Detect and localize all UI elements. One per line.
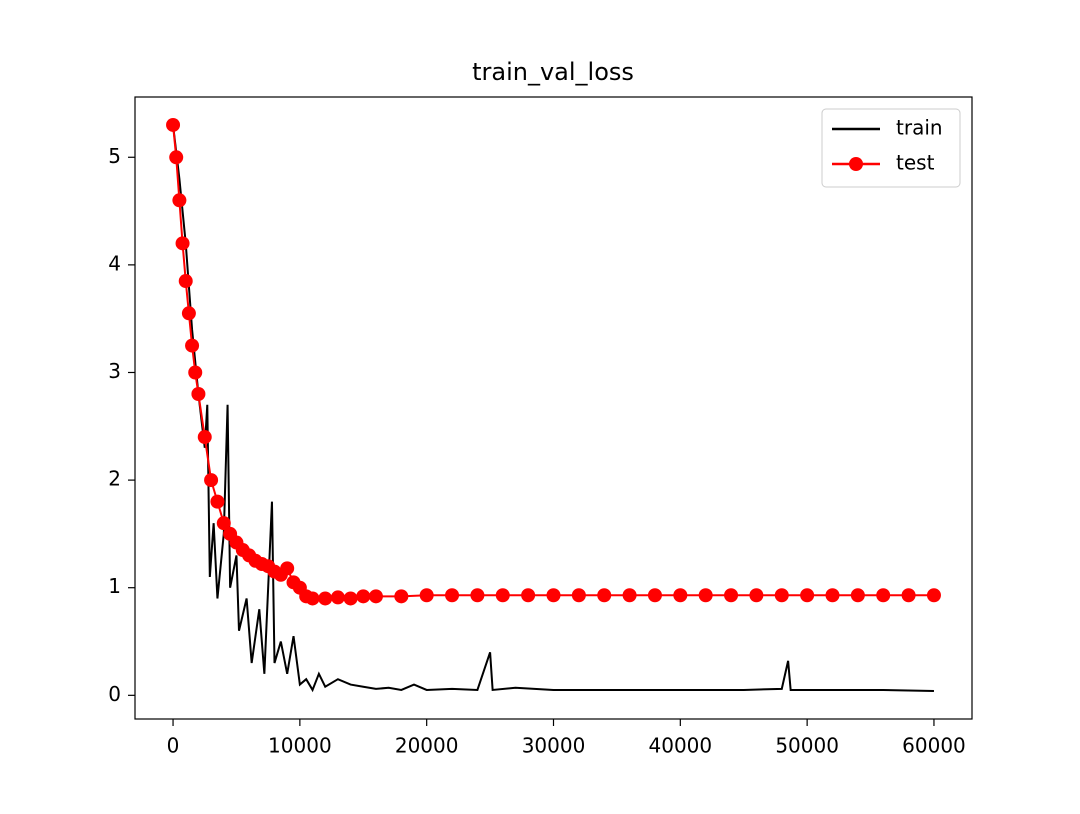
marker [368,589,383,604]
marker [825,588,840,603]
marker [305,591,320,606]
marker [169,150,184,165]
marker [280,561,295,576]
marker [318,591,333,606]
marker [571,588,586,603]
marker [698,588,713,603]
y-tick-label: 5 [108,144,121,168]
marker [175,236,190,251]
legend-label: test [896,151,935,175]
marker [926,588,941,603]
plot-frame [134,96,973,720]
marker [197,430,212,445]
marker [166,117,181,132]
legend-marker [849,157,863,171]
x-tick-label: 0 [167,734,180,758]
x-tick-label: 30000 [522,734,586,758]
marker [800,588,815,603]
y-tick-label: 4 [108,251,121,275]
marker [185,338,200,353]
marker [850,588,865,603]
line-train [172,124,934,693]
y-tick-label: 1 [108,574,121,598]
marker [724,588,739,603]
marker [546,588,561,603]
marker [876,588,891,603]
y-tick-label: 2 [108,467,121,491]
marker [188,365,203,380]
marker [749,588,764,603]
marker [521,588,536,603]
marker [210,494,225,509]
chart-title: train_val_loss [472,58,634,86]
x-tick-label: 10000 [268,734,332,758]
marker [597,588,612,603]
marker [673,588,688,603]
marker [356,589,371,604]
marker [343,591,358,606]
marker [172,193,187,208]
y-tick-label: 0 [108,682,121,706]
marker [191,387,206,402]
x-tick-label: 60000 [902,734,966,758]
marker [495,588,510,603]
marker [204,473,219,488]
y-tick-label: 3 [108,359,121,383]
marker [181,306,196,321]
x-tick-label: 20000 [395,734,459,758]
marker [445,588,460,603]
marker [394,589,409,604]
marker [470,588,485,603]
marker [178,274,193,289]
marker [419,588,434,603]
marker [901,588,916,603]
legend-label: train [896,116,943,140]
marker [216,516,231,531]
marker [330,590,345,605]
x-tick-label: 40000 [649,734,713,758]
marker [774,588,789,603]
marker [647,588,662,603]
marker [622,588,637,603]
x-tick-label: 50000 [775,734,839,758]
